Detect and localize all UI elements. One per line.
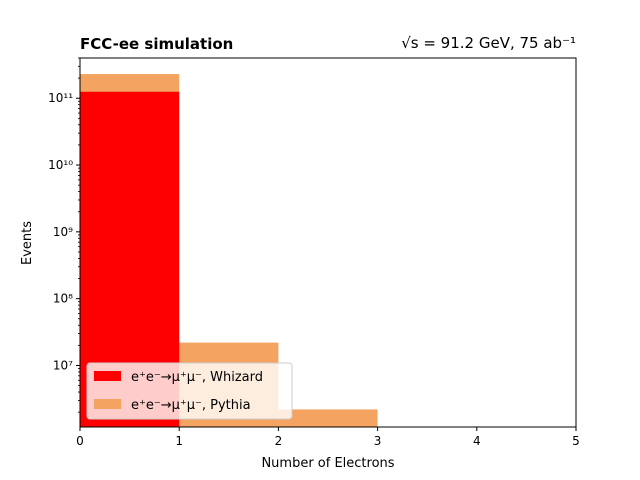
x-tick-label-2: 2 xyxy=(275,434,283,448)
legend-label-1: e⁺e⁻→μ⁺μ⁻, Whizard xyxy=(131,370,263,385)
y-tick-label-3: 10¹⁰ xyxy=(48,158,73,172)
x-tick-label-4: 4 xyxy=(473,434,481,448)
y-tick-label-2: 10⁹ xyxy=(53,225,73,239)
legend: e⁺e⁻→μ⁺μ⁻, Whizard e⁺e⁻→μ⁺μ⁻, Pythia xyxy=(86,362,293,420)
axes-group: 0 1 2 3 4 5 10⁷ 10⁸ 10⁹ 10¹⁰ 10¹¹ xyxy=(48,57,580,448)
legend-swatch-1 xyxy=(94,371,121,381)
chart-title-left: FCC-ee simulation xyxy=(80,35,233,53)
legend-box xyxy=(86,362,293,420)
x-tick-label-3: 3 xyxy=(374,434,382,448)
legend-label-0: e⁺e⁻→μ⁺μ⁻, Pythia xyxy=(131,398,251,413)
x-axis-label: Number of Electrons xyxy=(261,456,394,471)
y-axis-label: Events xyxy=(20,221,35,265)
x-tick-label-5: 5 xyxy=(572,434,580,448)
y-tick-label-4: 10¹¹ xyxy=(48,91,73,105)
bar-series-0-bin-2 xyxy=(278,409,378,427)
x-tick-label-0: 0 xyxy=(76,434,84,448)
y-tick-label-0: 10⁷ xyxy=(53,358,73,372)
x-tick-label-1: 1 xyxy=(175,434,183,448)
legend-swatch-0 xyxy=(94,399,121,409)
chart-title-right: √s = 91.2 GeV, 75 ab⁻¹ xyxy=(401,34,576,52)
y-tick-label-1: 10⁸ xyxy=(53,292,73,306)
